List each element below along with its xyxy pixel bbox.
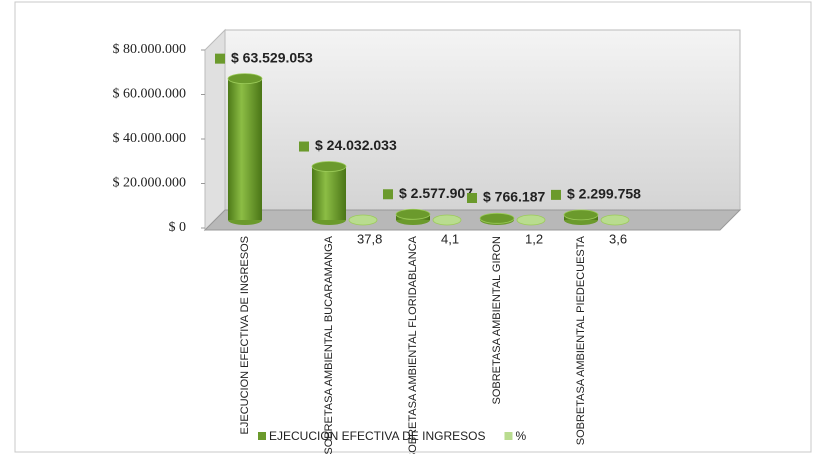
bar-top	[432, 214, 462, 226]
value-label: 3,6	[609, 231, 627, 246]
value-label: $ 63.529.053	[231, 49, 313, 65]
x-tick-label: SOBRETASA AMBIENTAL BUCARAMANGA	[323, 235, 335, 454]
value-label: $ 766.187	[483, 189, 545, 205]
legend-key	[504, 432, 513, 440]
bar-top	[227, 73, 263, 85]
value-label: 1,2	[525, 231, 543, 246]
value-label: $ 24.032.033	[315, 137, 397, 153]
bar-top	[479, 212, 515, 224]
bar	[312, 166, 346, 220]
value-label-key	[467, 193, 477, 203]
y-tick-label: $ 40.000.000	[113, 131, 187, 146]
value-label-key	[383, 189, 393, 200]
y-tick-label: $ 0	[169, 220, 187, 235]
y-tick-label: $ 20.000.000	[113, 176, 187, 191]
bar-top	[600, 214, 630, 226]
value-label: $ 2.299.758	[567, 186, 641, 202]
x-tick-label: SOBRETASA AMBIENTAL PIEDECUESTA	[575, 235, 587, 445]
value-label: $ 2.577.907	[399, 185, 473, 201]
legend-key	[258, 432, 266, 440]
bar-top	[563, 209, 599, 221]
bar-top	[311, 161, 347, 172]
x-tick-label: SOBRETASA AMBIENTAL FLORIDABLANCA	[407, 235, 419, 454]
bar-top	[516, 214, 546, 226]
floor	[203, 209, 742, 231]
x-tick-label: EJECUCION EFECTIVA DE INGRESOS	[239, 236, 251, 434]
legend-label: EJECUCION EFECTIVA DE INGRESOS	[269, 429, 485, 443]
y-tick-label: $ 60.000.000	[113, 87, 187, 102]
value-label-key	[299, 141, 309, 152]
value-label-key	[215, 53, 225, 64]
bar-top	[395, 208, 431, 220]
value-label: 4,1	[441, 231, 459, 246]
bar	[228, 78, 262, 220]
value-label: 37,8	[357, 231, 382, 246]
y-tick-label: $ 80.000.000	[113, 42, 187, 57]
x-tick-label: SOBRETASA AMBIENTAL GIRON	[491, 236, 503, 405]
bar-top	[348, 214, 378, 226]
value-label-key	[551, 189, 561, 200]
legend-label: %	[515, 429, 526, 443]
